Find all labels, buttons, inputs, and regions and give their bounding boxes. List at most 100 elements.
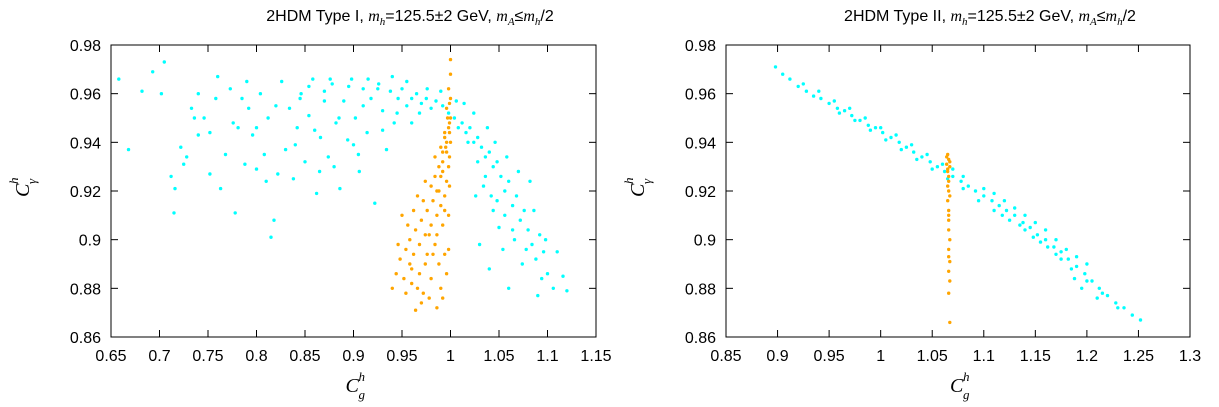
data-point	[425, 87, 429, 91]
data-point	[1023, 228, 1027, 232]
data-point	[545, 272, 550, 276]
x-tick-label: 0.75	[192, 348, 223, 365]
data-point	[202, 116, 206, 120]
data-point	[441, 150, 445, 154]
data-point	[499, 174, 503, 179]
data-point	[1043, 238, 1048, 242]
data-point	[254, 167, 259, 171]
data-point	[460, 121, 464, 125]
data-point	[503, 189, 507, 193]
series-1	[773, 65, 1143, 322]
data-point	[866, 123, 870, 128]
data-point	[439, 174, 443, 179]
y-axis-label-group: Ch γ	[6, 178, 39, 198]
data-point	[424, 96, 428, 101]
data-point	[435, 213, 439, 217]
y-tick-label: 0.94	[70, 135, 101, 152]
x-tick-label: 1.05	[917, 348, 948, 365]
data-point	[179, 145, 183, 149]
data-point	[1105, 293, 1110, 298]
data-point	[373, 201, 377, 205]
data-point	[159, 92, 164, 96]
series-1	[117, 60, 569, 298]
data-point	[1059, 250, 1063, 254]
data-point	[419, 301, 424, 305]
data-point	[404, 247, 408, 252]
data-point	[897, 140, 901, 144]
data-point	[773, 65, 778, 69]
data-point	[272, 218, 276, 222]
data-point	[951, 167, 955, 171]
data-point	[293, 143, 297, 147]
data-point	[472, 140, 476, 144]
x-tick-label: 0.65	[95, 348, 126, 365]
data-point	[1038, 240, 1043, 244]
data-point	[444, 272, 449, 276]
data-point	[935, 165, 940, 169]
data-point	[873, 126, 878, 130]
data-point	[433, 242, 437, 247]
data-point	[243, 162, 247, 166]
data-point	[510, 203, 515, 208]
x-tick-label: 0.85	[710, 348, 741, 365]
data-point	[487, 267, 491, 271]
data-point	[384, 147, 389, 152]
data-point	[346, 138, 350, 142]
data-point	[266, 116, 270, 120]
data-point	[330, 82, 334, 86]
data-point	[1035, 233, 1040, 237]
data-point	[421, 291, 425, 295]
x-tick-label: 0.95	[814, 348, 845, 365]
data-point	[447, 184, 452, 188]
data-point	[182, 162, 186, 166]
data-point	[388, 89, 393, 93]
data-point	[507, 179, 511, 183]
y-tick-label: 0.96	[70, 87, 101, 104]
data-point	[214, 96, 218, 101]
data-point	[236, 126, 240, 130]
data-point	[479, 145, 484, 149]
data-point	[1018, 223, 1022, 227]
data-point	[448, 116, 453, 120]
data-point	[516, 169, 521, 174]
data-point	[474, 194, 478, 198]
data-point	[487, 150, 491, 154]
data-point	[402, 276, 406, 281]
data-point	[507, 286, 511, 290]
data-point	[437, 262, 441, 266]
data-point	[429, 223, 433, 227]
data-point	[429, 106, 433, 111]
data-point	[959, 179, 963, 183]
data-point	[503, 213, 507, 217]
data-point	[433, 155, 437, 159]
data-point	[472, 111, 476, 115]
data-point	[410, 267, 414, 271]
data-point	[444, 106, 449, 111]
data-point	[411, 252, 416, 256]
data-point	[446, 247, 451, 252]
data-point	[250, 133, 255, 137]
data-point	[356, 152, 361, 157]
data-point	[307, 113, 311, 118]
data-point	[357, 169, 361, 174]
data-point	[827, 101, 831, 106]
y-axis-label: C	[12, 183, 34, 197]
data-point	[945, 162, 949, 166]
data-point	[948, 165, 952, 169]
data-point	[948, 194, 952, 198]
data-point	[151, 70, 155, 74]
data-point	[796, 84, 800, 89]
data-point	[443, 252, 447, 256]
x-tick-label: 1.25	[1123, 348, 1154, 365]
data-point	[313, 128, 317, 132]
data-point	[483, 155, 488, 159]
data-point	[419, 101, 424, 106]
data-point	[404, 291, 408, 295]
data-point	[431, 199, 435, 203]
data-point	[1023, 213, 1027, 217]
data-point	[925, 152, 929, 157]
data-point	[173, 186, 177, 191]
data-point	[443, 135, 447, 140]
data-point	[1004, 208, 1009, 213]
data-point	[947, 255, 951, 259]
